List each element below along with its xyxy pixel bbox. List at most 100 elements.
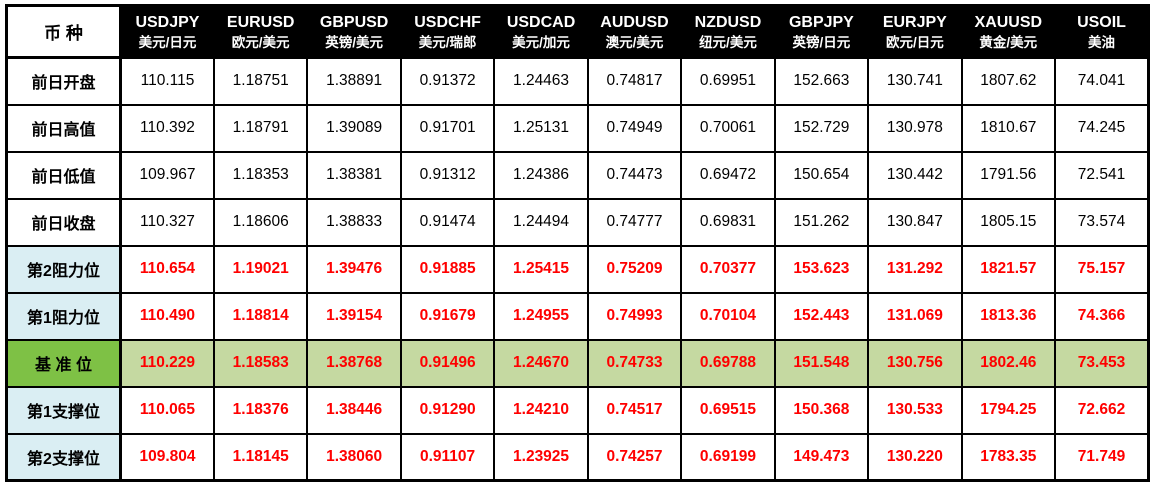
cell-usdchf-row8: 0.91290 <box>399 385 496 435</box>
cell-xauusd-row6: 1813.36 <box>960 291 1057 341</box>
pair-code: XAUUSD <box>974 13 1043 31</box>
forex-pivot-table: 币 种 USDJPY 美元/日元 EURUSD 欧元/美元 GBPUSD 英镑/美元 USD… <box>5 4 1150 482</box>
column-header-eurjpy: EURJPY 欧元/日元 <box>867 4 963 59</box>
cell-eurjpy-row3: 130.442 <box>867 150 963 200</box>
cell-usdcad-row6: 1.24955 <box>493 291 589 341</box>
column-header-gbpusd: GBPUSD 英镑/美元 <box>306 4 402 59</box>
row-label: 第1支撑位 <box>5 385 122 435</box>
table-row-plain-3: 前日低值 109.967 1.18353 1.38381 0.91312 1.24386 0… <box>5 150 1150 200</box>
cell-gbpjpy-row6: 152.443 <box>773 291 870 341</box>
cell-nzdusd-row8: 0.69515 <box>680 385 776 435</box>
cell-eurusd-row1: 1.18751 <box>212 56 309 106</box>
pair-code: NZDUSD <box>694 13 762 31</box>
cell-usoil-row7: 73.453 <box>1054 338 1150 388</box>
row-label: 基 准 位 <box>5 338 122 388</box>
row-label: 第2支撑位 <box>5 432 122 482</box>
cell-usdcad-row9: 1.23925 <box>493 432 589 482</box>
cell-usdcad-row8: 1.24210 <box>493 385 589 435</box>
pair-name: 美元/加元 <box>512 34 570 50</box>
pair-name: 美元/瑞郎 <box>418 34 477 50</box>
cell-xauusd-row7: 1802.46 <box>960 338 1057 388</box>
pair-code: GBPUSD <box>319 13 389 31</box>
cell-gbpjpy-row2: 152.729 <box>773 103 870 153</box>
row-label: 前日高值 <box>5 103 122 153</box>
column-header-usdchf: USDCHF 美元/瑞郎 <box>399 4 496 59</box>
cell-gbpusd-row6: 1.39154 <box>306 291 402 341</box>
cell-usoil-row5: 75.157 <box>1054 244 1150 294</box>
table-row-plain-1: 前日开盘 110.115 1.18751 1.38891 0.91372 1.24463 0… <box>5 56 1150 106</box>
cell-eurusd-row7: 1.18583 <box>212 338 309 388</box>
table-row-pivot-7: 基 准 位 110.229 1.18583 1.38768 0.91496 1.24670… <box>5 338 1150 388</box>
cell-gbpusd-row3: 1.38381 <box>306 150 402 200</box>
pair-name: 英镑/日元 <box>792 34 851 50</box>
cell-usdjpy-row8: 110.065 <box>119 385 215 435</box>
cell-eurusd-row3: 1.18353 <box>212 150 309 200</box>
row-label: 前日收盘 <box>5 197 122 247</box>
cell-usoil-row9: 71.749 <box>1054 432 1150 482</box>
cell-usdchf-row7: 0.91496 <box>399 338 496 388</box>
pair-name: 欧元/美元 <box>231 34 290 50</box>
pair-code: USDJPY <box>135 13 200 31</box>
pair-name: 纽元/美元 <box>699 34 757 50</box>
cell-gbpjpy-row5: 153.623 <box>773 244 870 294</box>
cell-gbpjpy-row7: 151.548 <box>773 338 870 388</box>
cell-usdjpy-row9: 109.804 <box>119 432 215 482</box>
cell-usdjpy-row7: 110.229 <box>119 338 215 388</box>
row-label: 前日开盘 <box>5 56 122 106</box>
cell-usdchf-row9: 0.91107 <box>399 432 496 482</box>
cell-usoil-row6: 74.366 <box>1054 291 1150 341</box>
cell-usdcad-row7: 1.24670 <box>493 338 589 388</box>
cell-gbpusd-row8: 1.38446 <box>306 385 402 435</box>
cell-usoil-row4: 73.574 <box>1054 197 1150 247</box>
pair-code: GBPJPY <box>788 13 854 31</box>
cell-audusd-row7: 0.74733 <box>586 338 683 388</box>
pair-name: 美油 <box>1088 34 1116 50</box>
cell-nzdusd-row9: 0.69199 <box>680 432 776 482</box>
cell-audusd-row5: 0.75209 <box>586 244 683 294</box>
cell-eurusd-row4: 1.18606 <box>212 197 309 247</box>
cell-gbpusd-row9: 1.38060 <box>306 432 402 482</box>
cell-gbpusd-row4: 1.38833 <box>306 197 402 247</box>
cell-xauusd-row9: 1783.35 <box>960 432 1057 482</box>
column-header-nzdusd: NZDUSD 纽元/美元 <box>680 4 776 59</box>
cell-xauusd-row3: 1791.56 <box>960 150 1057 200</box>
cell-usdchf-row3: 0.91312 <box>399 150 496 200</box>
cell-usoil-row3: 72.541 <box>1054 150 1150 200</box>
table-row-plain-4: 前日收盘 110.327 1.18606 1.38833 0.91474 1.24494 0… <box>5 197 1150 247</box>
cell-audusd-row2: 0.74949 <box>586 103 683 153</box>
cell-nzdusd-row1: 0.69951 <box>680 56 776 106</box>
cell-gbpjpy-row9: 149.473 <box>773 432 870 482</box>
column-header-usdjpy: USDJPY 美元/日元 <box>119 4 215 59</box>
cell-nzdusd-row3: 0.69472 <box>680 150 776 200</box>
cell-eurjpy-row5: 131.292 <box>867 244 963 294</box>
column-header-gbpjpy: GBPJPY 英镑/日元 <box>773 4 870 59</box>
column-header-usoil: USOIL 美油 <box>1054 4 1150 59</box>
row-label: 前日低值 <box>5 150 122 200</box>
cell-gbpjpy-row1: 152.663 <box>773 56 870 106</box>
pair-code: USDCAD <box>506 13 576 31</box>
table-row-resistance-6: 第1阻力位 110.490 1.18814 1.39154 0.91679 1.24955… <box>5 291 1150 341</box>
pair-code: USOIL <box>1077 13 1126 31</box>
column-header-audusd: AUDUSD 澳元/美元 <box>586 4 683 59</box>
cell-eurjpy-row4: 130.847 <box>867 197 963 247</box>
cell-gbpusd-row7: 1.38768 <box>306 338 402 388</box>
row-label: 第1阻力位 <box>5 291 122 341</box>
cell-eurusd-row2: 1.18791 <box>212 103 309 153</box>
pair-name: 澳元/美元 <box>605 34 664 50</box>
cell-xauusd-row8: 1794.25 <box>960 385 1057 435</box>
cell-usoil-row2: 74.245 <box>1054 103 1150 153</box>
column-header-eurusd: EURUSD 欧元/美元 <box>212 4 309 59</box>
cell-audusd-row8: 0.74517 <box>586 385 683 435</box>
cell-usdcad-row4: 1.24494 <box>493 197 589 247</box>
pair-name: 欧元/日元 <box>885 34 944 50</box>
cell-usdcad-row5: 1.25415 <box>493 244 589 294</box>
cell-usdjpy-row1: 110.115 <box>119 56 215 106</box>
pair-code: USDCHF <box>414 13 481 31</box>
cell-audusd-row4: 0.74777 <box>586 197 683 247</box>
cell-usdchf-row2: 0.91701 <box>399 103 496 153</box>
cell-nzdusd-row6: 0.70104 <box>680 291 776 341</box>
cell-nzdusd-row4: 0.69831 <box>680 197 776 247</box>
cell-usdchf-row6: 0.91679 <box>399 291 496 341</box>
cell-usdchf-row4: 0.91474 <box>399 197 496 247</box>
